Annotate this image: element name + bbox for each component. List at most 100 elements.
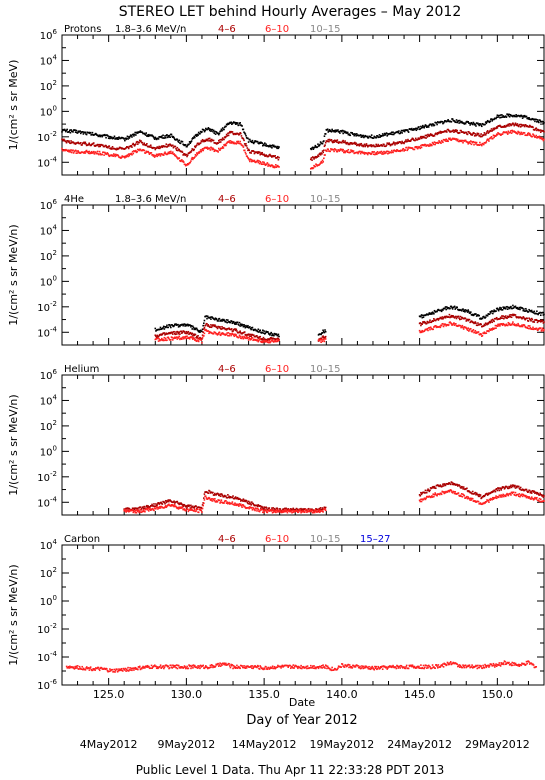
data-point <box>274 164 277 166</box>
data-point <box>228 663 230 665</box>
data-point <box>490 492 492 494</box>
data-point <box>228 496 231 499</box>
data-point <box>470 143 473 146</box>
data-point <box>453 305 456 308</box>
data-point <box>80 668 83 670</box>
data-point <box>177 140 179 142</box>
data-point <box>446 491 449 493</box>
data-point <box>194 156 196 158</box>
data-point <box>449 316 452 318</box>
data-point <box>160 337 163 340</box>
data-point <box>217 142 219 145</box>
data-point <box>190 141 192 143</box>
data-point <box>137 668 139 671</box>
data-point <box>243 335 245 338</box>
data-point <box>432 493 435 495</box>
data-point <box>281 509 284 512</box>
data-point <box>481 334 484 337</box>
data-point <box>150 152 153 154</box>
data-point <box>92 142 95 144</box>
data-point <box>487 132 490 134</box>
data-point <box>127 670 130 672</box>
data-point <box>177 506 179 509</box>
data-point <box>349 151 352 153</box>
data-point <box>213 132 216 134</box>
data-point <box>212 333 215 335</box>
data-point <box>184 164 187 167</box>
data-point <box>223 495 225 498</box>
data-point <box>446 120 449 122</box>
data-point <box>455 138 458 140</box>
data-point <box>258 151 261 153</box>
data-point <box>510 486 513 489</box>
data-point <box>180 666 183 669</box>
data-point <box>490 130 492 132</box>
data-point <box>514 494 516 496</box>
data-point <box>185 330 188 333</box>
data-point <box>291 511 293 514</box>
data-point <box>460 129 462 132</box>
data-point <box>196 337 199 340</box>
data-point <box>433 143 435 146</box>
data-point <box>518 306 521 309</box>
data-point <box>537 493 539 495</box>
data-point <box>319 143 321 146</box>
data-point <box>317 154 319 157</box>
data-point <box>458 131 461 134</box>
series-0 <box>123 481 545 513</box>
data-point <box>198 506 201 509</box>
data-point <box>418 138 421 140</box>
data-point <box>526 317 528 320</box>
data-point <box>109 670 112 672</box>
data-point <box>529 327 532 329</box>
data-point <box>244 667 247 669</box>
data-point <box>212 665 215 667</box>
data-point <box>451 118 454 120</box>
data-point <box>188 664 190 666</box>
data-point <box>192 148 194 151</box>
data-point <box>319 508 321 511</box>
data-point <box>177 323 179 326</box>
data-point <box>444 315 446 318</box>
data-point <box>229 141 231 144</box>
data-point <box>239 122 241 124</box>
data-point <box>117 138 120 140</box>
data-point <box>104 152 107 155</box>
data-point <box>204 129 206 132</box>
data-point <box>249 160 251 163</box>
data-point <box>269 338 271 340</box>
data-point <box>539 498 542 501</box>
data-point <box>415 129 418 132</box>
data-point <box>528 308 530 311</box>
data-point <box>328 128 331 131</box>
data-point <box>508 125 510 127</box>
data-point <box>256 510 258 512</box>
data-point <box>163 336 166 339</box>
data-point <box>207 330 210 332</box>
data-point <box>179 325 181 328</box>
data-point <box>425 328 428 331</box>
data-point <box>446 306 448 308</box>
data-point <box>271 507 273 509</box>
data-point <box>454 491 457 493</box>
data-point <box>252 141 254 144</box>
data-point <box>432 320 435 322</box>
data-point <box>190 151 192 153</box>
data-point <box>197 666 200 669</box>
data-point <box>186 323 189 326</box>
data-point <box>266 162 269 164</box>
data-point <box>444 140 447 142</box>
data-point <box>175 333 178 335</box>
data-point <box>147 507 149 510</box>
data-point <box>350 149 352 151</box>
data-point <box>527 327 529 330</box>
data-point <box>159 507 162 509</box>
data-point <box>500 116 503 119</box>
data-point <box>536 496 538 499</box>
data-point <box>124 667 127 670</box>
data-point <box>262 163 265 165</box>
data-point <box>203 327 206 329</box>
data-point <box>234 323 236 325</box>
data-point <box>264 144 267 147</box>
